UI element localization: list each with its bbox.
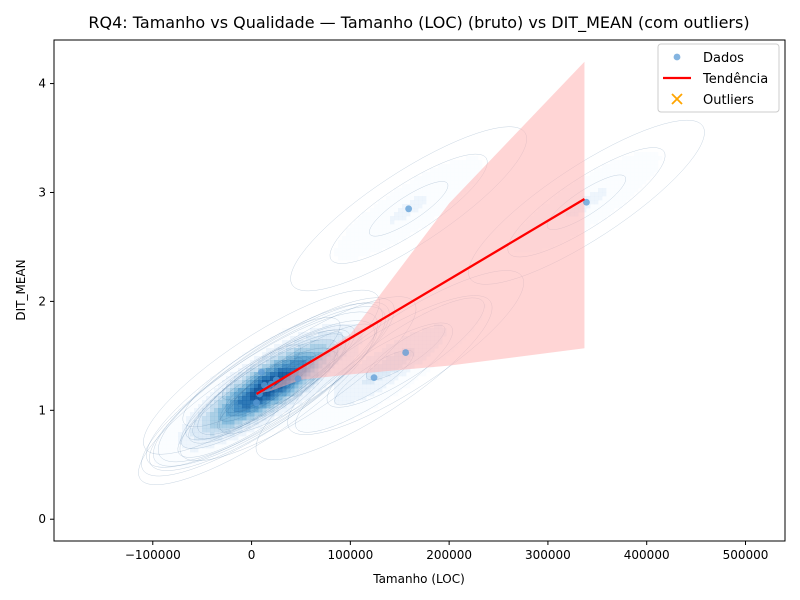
density-contour-line — [221, 344, 301, 400]
legend-marker-dados — [673, 53, 681, 61]
trend-line — [255, 198, 586, 395]
y-tick-label: 1 — [38, 403, 46, 417]
x-tick-label: 300000 — [525, 548, 571, 562]
confidence-band-area — [256, 61, 585, 394]
density-contour-line — [143, 289, 380, 455]
y-tick-label: 2 — [38, 294, 46, 308]
data-point — [370, 374, 378, 382]
x-tick-label: −100000 — [125, 548, 181, 562]
data-point — [294, 375, 302, 383]
density-contour-line — [224, 357, 304, 413]
plot-area — [138, 61, 705, 485]
density-contour-line — [185, 330, 344, 441]
x-tick-label: 100000 — [327, 548, 373, 562]
legend-marker-outliers — [671, 93, 683, 105]
density-contour-line — [231, 356, 311, 412]
confidence-band — [256, 61, 585, 394]
legend-label: Dados — [703, 51, 744, 66]
chart-title: RQ4: Tamanho vs Qualidade — Tamanho (LOC… — [88, 13, 749, 33]
x-tick-label: 400000 — [624, 548, 670, 562]
x-axis-label: Tamanho (LOC) — [372, 572, 465, 586]
x-tick-label: 200000 — [426, 548, 472, 562]
density-contour-line — [182, 317, 341, 428]
legend: Dados Tendência Outliers — [657, 43, 780, 113]
x-tick-label: 0 — [248, 548, 256, 562]
legend-label: Outliers — [703, 93, 754, 108]
data-point — [253, 399, 260, 407]
density-contour-line — [192, 329, 351, 440]
y-tick-label: 4 — [38, 77, 46, 91]
density-contour-line — [369, 181, 449, 237]
y-axis: 0 1 2 3 4 — [38, 77, 54, 526]
data-point — [405, 205, 413, 213]
x-tick-label: 500000 — [723, 548, 769, 562]
y-axis-label: DIT_MEAN — [14, 259, 28, 320]
legend-label: Tendência — [702, 72, 768, 87]
trend-line-layer — [255, 198, 586, 395]
data-point — [583, 198, 590, 206]
x-axis: −100000 0 100000 200000 300000 400000 500000 — [125, 541, 769, 562]
y-tick-label: 3 — [38, 185, 46, 199]
density-contour-line — [329, 153, 488, 264]
density-contour-line — [236, 352, 316, 408]
legend-box — [657, 43, 780, 113]
density-contour-line — [197, 324, 356, 435]
plot-frame — [53, 39, 786, 542]
y-tick-label: 0 — [38, 512, 46, 526]
data-point — [258, 368, 265, 376]
data-point — [402, 349, 410, 356]
data-points — [253, 198, 590, 407]
